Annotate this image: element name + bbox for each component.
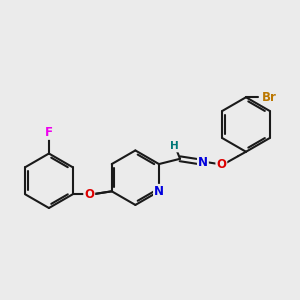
Text: F: F — [45, 126, 53, 139]
Text: Br: Br — [262, 91, 277, 104]
Text: O: O — [216, 158, 226, 171]
Text: N: N — [154, 185, 164, 198]
Text: N: N — [198, 156, 208, 169]
Text: O: O — [84, 188, 94, 201]
Text: H: H — [170, 142, 179, 152]
